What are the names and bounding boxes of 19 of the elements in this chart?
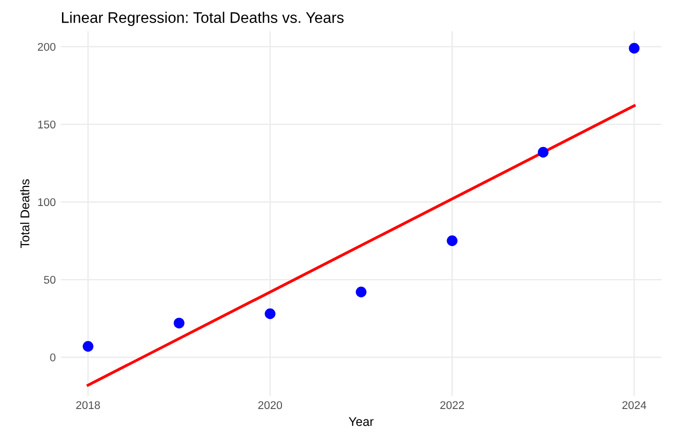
y-axis-title: Total Deaths bbox=[20, 179, 30, 248]
point bbox=[174, 318, 184, 328]
y-tick-label: 0 bbox=[50, 354, 56, 362]
x-tick-label: 2024 bbox=[622, 401, 646, 410]
y-tick-label: 150 bbox=[38, 120, 56, 128]
x-tick-label: 2018 bbox=[76, 401, 100, 410]
chart-title: Linear Regression: Total Deaths vs. Years bbox=[62, 12, 344, 26]
point bbox=[538, 146, 549, 158]
y-tick-label: 200 bbox=[38, 42, 56, 51]
point bbox=[356, 286, 366, 298]
x-axis-title: Year bbox=[348, 417, 374, 426]
point bbox=[628, 42, 640, 54]
point bbox=[446, 235, 458, 246]
x-tick-label: 2020 bbox=[258, 401, 282, 410]
y-tick-label: 100 bbox=[38, 198, 56, 206]
x-tick-label: 2022 bbox=[440, 401, 464, 410]
point bbox=[264, 308, 276, 320]
point bbox=[82, 341, 94, 352]
y-tick-label: 50 bbox=[44, 276, 56, 284]
